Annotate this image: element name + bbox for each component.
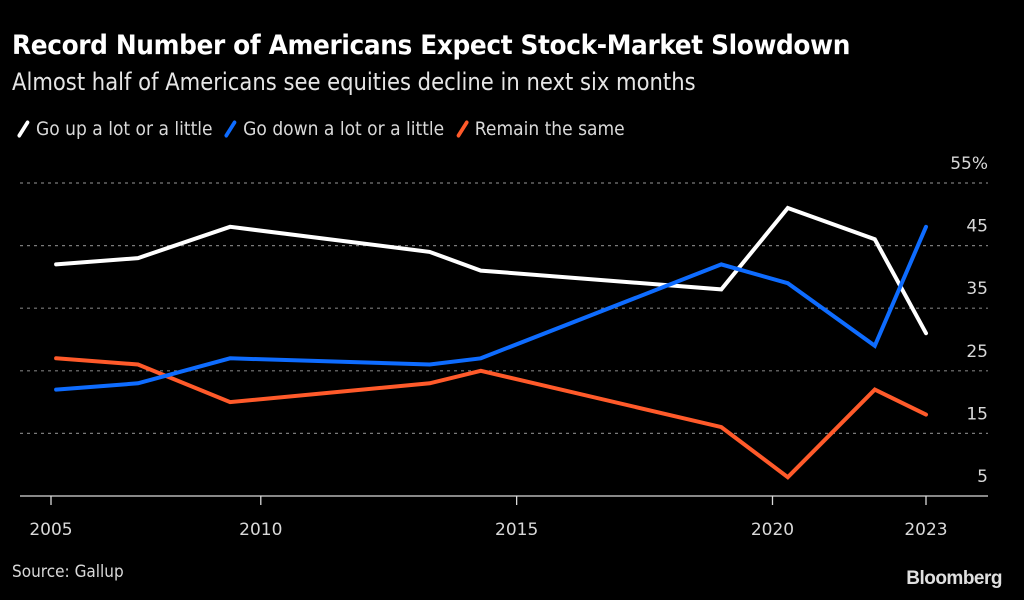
chart-subtitle: Almost half of Americans see equities de…: [12, 68, 696, 96]
legend-item-go-up: Go up a lot or a little: [16, 118, 213, 140]
legend-label-go-up: Go up a lot or a little: [36, 118, 213, 140]
y-tick-label: 45: [966, 217, 988, 237]
chart-title: Record Number of Americans Expect Stock-…: [12, 30, 851, 61]
x-axis: 2005 2010 2015 2020 2023: [20, 495, 988, 540]
y-tick-label: 15: [966, 404, 988, 424]
legend-label-go-down: Go down a lot or a little: [243, 118, 445, 140]
series-lines: [54, 205, 928, 480]
y-tick-label: 35: [966, 279, 988, 299]
series-line-go-up: [54, 205, 928, 336]
x-tick-label: 2023: [904, 520, 947, 540]
x-tick-label: 2015: [495, 520, 538, 540]
grid-lines: [20, 182, 988, 434]
y-tick-label: 25: [966, 342, 988, 362]
legend: Go up a lot or a little Go down a lot or…: [16, 118, 637, 140]
series-line-go-down: [54, 224, 928, 392]
y-tick-label: 5: [977, 467, 988, 487]
y-axis-labels: 55% 45 35 25 15 5: [950, 154, 988, 487]
source-note: Source: Gallup: [12, 562, 124, 582]
x-tick-label: 2020: [751, 520, 794, 540]
x-tick-label: 2010: [239, 520, 282, 540]
bloomberg-logo: Bloomberg: [906, 568, 1002, 589]
legend-item-remain: Remain the same: [455, 118, 625, 140]
legend-item-go-down: Go down a lot or a little: [223, 118, 445, 140]
x-tick-label: 2005: [29, 520, 72, 540]
y-tick-label: 55%: [950, 154, 988, 174]
series-line-remain: [54, 356, 928, 480]
legend-label-remain: Remain the same: [474, 118, 625, 140]
